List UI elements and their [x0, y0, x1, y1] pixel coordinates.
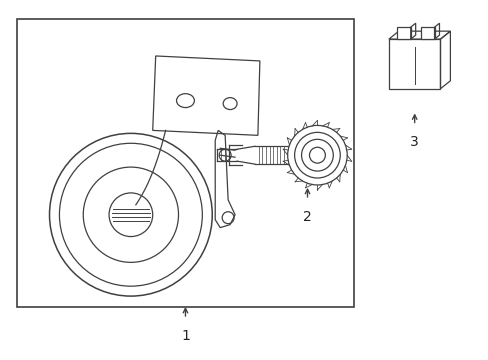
Bar [388, 39, 440, 89]
Bar [420, 27, 434, 39]
Bar [396, 27, 410, 39]
Bar [17, 19, 353, 307]
Text: 2: 2 [303, 210, 311, 224]
Text: 1: 1 [181, 329, 189, 343]
Text: 3: 3 [409, 135, 418, 149]
